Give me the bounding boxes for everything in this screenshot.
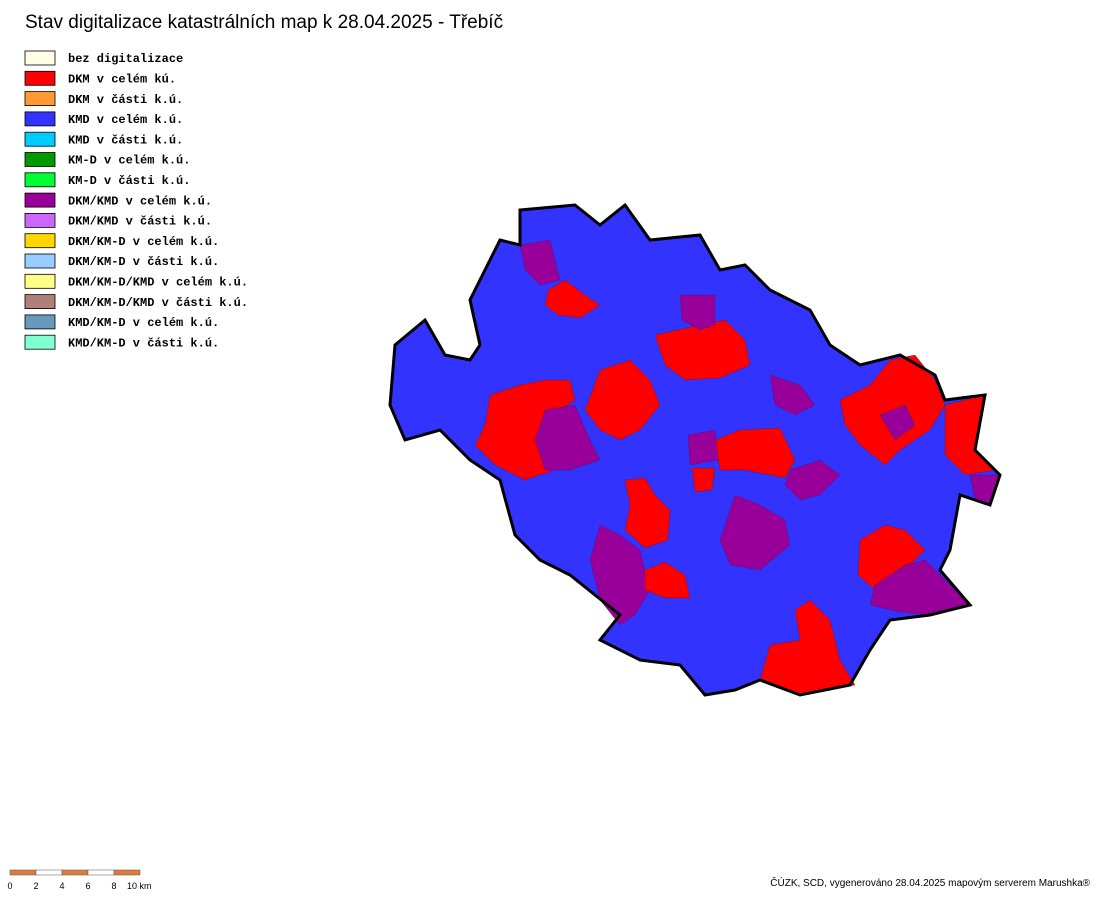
legend-label: DKM/KMD v celém k.ú.	[68, 194, 212, 208]
legend-label: KMD v části k.ú.	[68, 133, 183, 147]
area-dkm-kmd	[719, 494, 791, 571]
area-dkm-kmd	[519, 239, 561, 286]
map-title: Stav digitalizace katastrálních map k 28…	[25, 12, 503, 33]
scale-segment	[9, 869, 37, 876]
legend-label: DKM v celém kú.	[68, 72, 176, 86]
legend-swatch	[24, 314, 56, 330]
scale-bar: 0 2 4 6 8 10 km	[7, 869, 152, 891]
scale-label: 8	[111, 881, 116, 891]
area-dkm-kmd	[879, 404, 916, 441]
legend-swatch	[24, 233, 56, 249]
area-dkm-kmd	[687, 429, 719, 466]
legend-label: KMD/KM-D v části k.ú.	[68, 336, 219, 350]
area-dkm-kmd	[679, 294, 716, 331]
area-dkm-kmd	[589, 524, 651, 626]
area-dkm	[714, 427, 796, 479]
footer-credit: ČÚZK, SCD, vygenerováno 28.04.2025 mapov…	[770, 876, 1090, 889]
scale-label: 10 km	[127, 881, 152, 891]
legend: bez digitalizace DKM v celém kú. DKM v čás…	[24, 50, 248, 350]
legend-label: DKM/KM-D/KMD v části k.ú.	[68, 296, 248, 310]
area-dkm-kmd	[534, 404, 601, 471]
scale-label: 4	[59, 881, 64, 891]
legend-label: bez digitalizace	[68, 52, 183, 66]
legend-swatch	[24, 152, 56, 167]
scale-label: 0	[7, 881, 12, 891]
legend-swatch	[24, 334, 56, 350]
legend-swatch	[24, 50, 56, 66]
area-dkm	[584, 359, 661, 441]
legend-swatch	[24, 253, 56, 269]
legend-label: DKM/KMD v části k.ú.	[68, 215, 212, 229]
legend-label: DKM/KM-D v části k.ú.	[68, 255, 219, 269]
legend-swatch	[24, 70, 56, 86]
map	[388, 202, 1002, 697]
scale-segment	[113, 869, 141, 876]
scale-label: 2	[33, 881, 38, 891]
legend-swatch	[24, 192, 56, 208]
scale-segment	[35, 869, 63, 876]
area-dkm	[857, 524, 926, 591]
area-dkm	[624, 477, 671, 549]
legend-swatch	[24, 111, 56, 127]
legend-label: KM-D v celém k.ú.	[68, 154, 190, 168]
area-dkm	[544, 279, 601, 319]
area-dkm-kmd	[784, 459, 841, 501]
area-dkm	[644, 561, 691, 599]
legend-swatch	[24, 212, 56, 228]
area-dkm	[691, 467, 716, 493]
scale-segment	[87, 869, 115, 876]
legend-swatch	[24, 172, 56, 188]
legend-swatch	[24, 294, 56, 310]
area-dkm-kmd	[769, 374, 816, 416]
legend-label: KMD v celém k.ú.	[68, 113, 183, 127]
district-border	[388, 202, 1002, 697]
legend-swatch	[24, 131, 56, 147]
scale-segment	[61, 869, 89, 876]
legend-label: DKM v části k.ú.	[68, 93, 183, 107]
legend-label: DKM/KM-D/KMD v celém k.ú.	[68, 275, 248, 289]
legend-swatch	[24, 91, 56, 106]
legend-label: KM-D v části k.ú.	[68, 174, 190, 188]
legend-swatch	[24, 273, 56, 289]
legend-label: DKM/KM-D v celém k.ú.	[68, 235, 219, 249]
legend-label: KMD/KM-D v celém k.ú.	[68, 316, 219, 330]
scale-label: 6	[85, 881, 90, 891]
